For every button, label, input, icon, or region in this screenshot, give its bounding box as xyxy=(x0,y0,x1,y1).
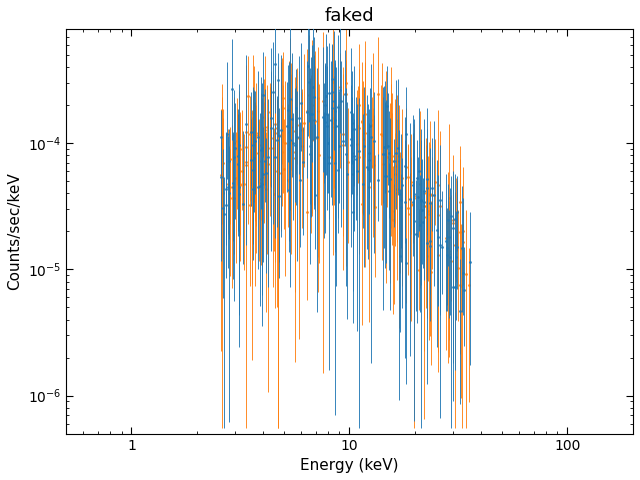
Y-axis label: Counts/sec/keV: Counts/sec/keV xyxy=(7,173,22,290)
Title: faked: faked xyxy=(324,7,374,25)
X-axis label: Energy (keV): Energy (keV) xyxy=(300,458,399,473)
